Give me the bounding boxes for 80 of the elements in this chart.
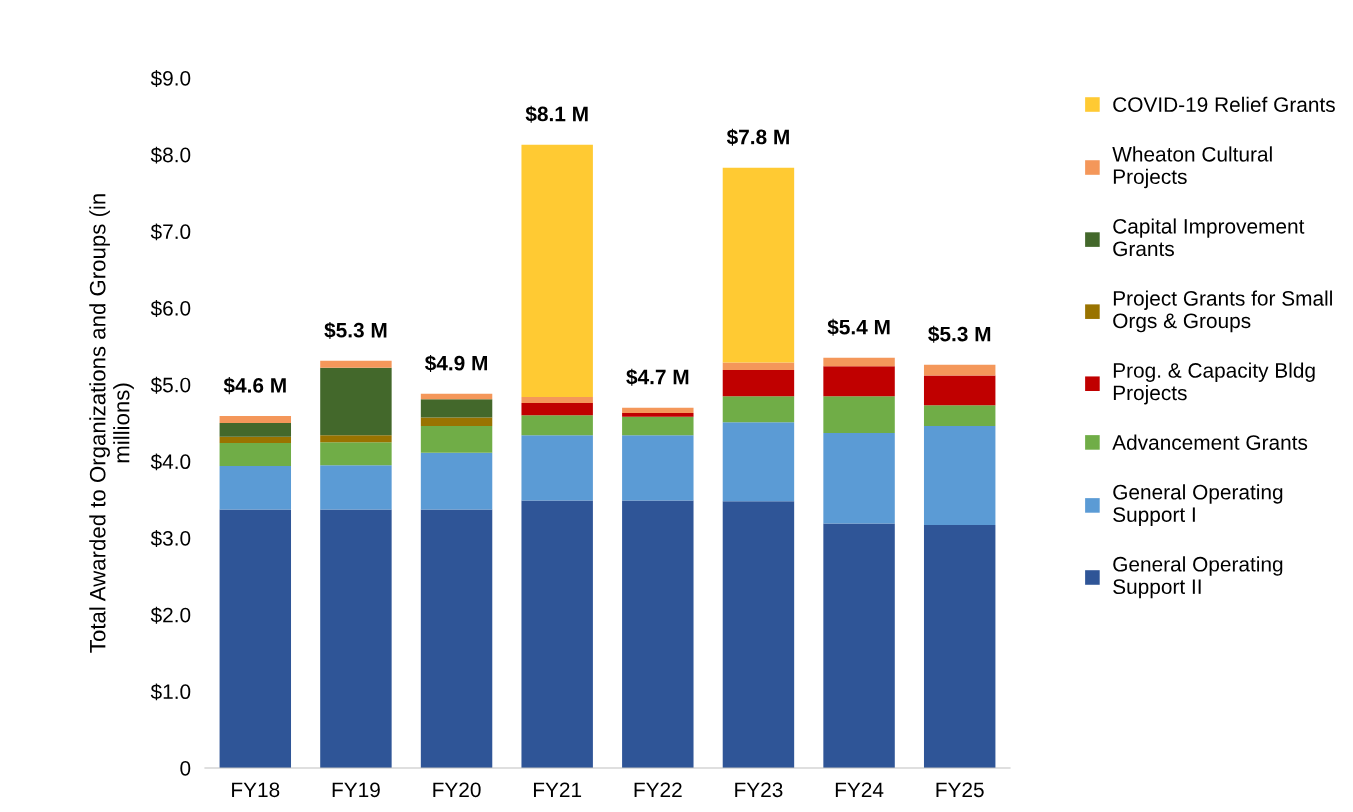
bar — [219, 436, 292, 443]
bar — [722, 501, 795, 768]
x-tick-label: FY19 — [332, 782, 380, 798]
bar — [923, 426, 996, 525]
bar — [521, 415, 593, 436]
bar — [420, 417, 493, 427]
y-tick-label: $7.0 — [150, 223, 191, 241]
bar — [320, 465, 392, 510]
y-tick-label: $9.0 — [150, 70, 191, 87]
bar — [420, 393, 493, 400]
bar — [622, 413, 694, 417]
bar — [521, 396, 593, 404]
bar — [722, 396, 795, 423]
bar — [823, 357, 895, 367]
bar — [622, 500, 694, 768]
y-tick-label: 0 — [180, 760, 191, 776]
legend-label: COVID-19 Relief Grants — [1113, 96, 1335, 112]
bar — [320, 442, 392, 466]
legend-label: Capital Improvement Grants — [1113, 218, 1305, 257]
x-tick-label: FY21 — [534, 782, 582, 797]
bar — [420, 509, 493, 768]
bar — [219, 422, 292, 437]
y-tick-label: $6.0 — [150, 300, 191, 317]
legend-label: General Operating Support I — [1113, 484, 1283, 527]
bar — [923, 375, 996, 406]
bar — [923, 524, 996, 768]
bar — [722, 362, 795, 371]
bar — [320, 509, 392, 768]
bar — [622, 435, 694, 501]
total-label: $5.3 M — [324, 321, 387, 339]
legend-label: Project Grants for Small Orgs & Groups — [1113, 290, 1332, 333]
bar — [722, 422, 795, 502]
bar — [722, 167, 795, 363]
bar — [420, 452, 493, 510]
bar — [219, 509, 292, 768]
bar — [923, 405, 996, 427]
legend-label: General Operating Support II — [1113, 556, 1283, 599]
x-tick-label: FY24 — [835, 782, 884, 797]
bar — [219, 442, 292, 466]
bar — [320, 360, 392, 368]
total-label: $8.1 M — [525, 105, 588, 123]
bar — [521, 144, 593, 397]
x-tick-label: FY18 — [232, 782, 280, 798]
bar — [420, 426, 493, 453]
bar — [823, 432, 895, 524]
x-tick-label: FY23 — [735, 782, 783, 798]
bar — [320, 435, 392, 443]
y-tick-label: $2.0 — [150, 606, 191, 624]
total-label: $7.8 M — [726, 128, 789, 146]
y-tick-label: $5.0 — [150, 376, 191, 394]
total-label: $4.7 M — [626, 368, 689, 386]
y-tick-label: $4.0 — [150, 453, 191, 471]
y-tick-label: $3.0 — [150, 530, 191, 547]
bar — [622, 407, 694, 413]
y-tick-label: $8.0 — [150, 146, 191, 164]
legend-label: Prog. & Capacity Bldg Projects — [1113, 362, 1315, 405]
bar — [219, 416, 292, 423]
y-tick-label: $1.0 — [150, 683, 191, 701]
bar — [420, 399, 493, 418]
bar — [320, 367, 392, 436]
bar — [823, 396, 895, 433]
bar — [521, 403, 593, 416]
bar — [823, 366, 895, 397]
x-tick-label: FY25 — [936, 782, 984, 798]
total-label: $4.9 M — [424, 354, 488, 372]
x-tick-label: FY22 — [634, 782, 682, 797]
bar — [722, 370, 795, 397]
y-axis-title: Total Awarded to Organizations and Groups (in millions) — [89, 194, 134, 653]
bar — [521, 435, 593, 501]
bar — [622, 416, 694, 436]
total-label: $4.6 M — [223, 377, 286, 395]
total-label: $5.3 M — [928, 325, 991, 343]
legend-label: Advancement Grants — [1112, 434, 1308, 450]
bar — [923, 364, 996, 376]
x-tick-label: FY20 — [433, 782, 481, 798]
bar — [219, 465, 292, 510]
legend-label: Wheaton Cultural Projects — [1112, 146, 1272, 189]
total-label: $5.4 M — [827, 318, 890, 336]
bar — [521, 500, 593, 768]
bar — [823, 523, 895, 768]
